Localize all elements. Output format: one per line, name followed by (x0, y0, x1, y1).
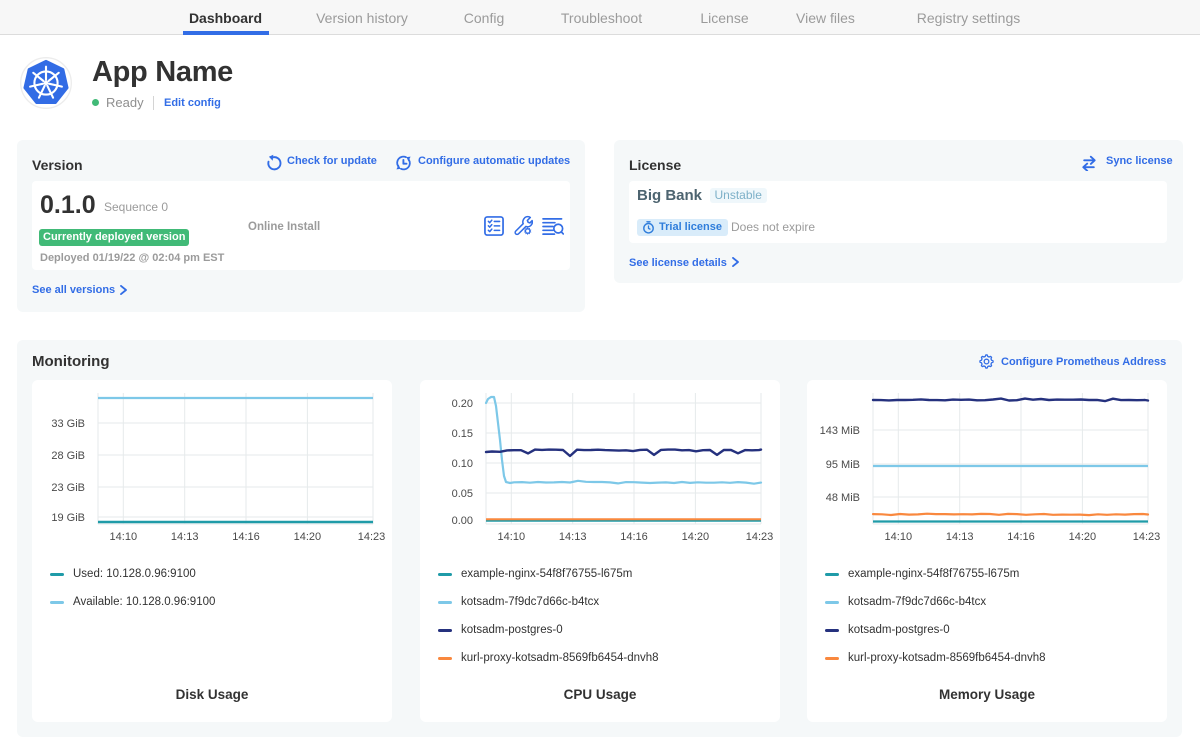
svg-text:0.00: 0.00 (452, 515, 473, 527)
svg-text:33 GiB: 33 GiB (51, 418, 85, 430)
svg-text:23 GiB: 23 GiB (51, 482, 85, 494)
svg-text:14:10: 14:10 (498, 531, 526, 543)
svg-text:14:16: 14:16 (232, 531, 260, 543)
svg-text:14:20: 14:20 (682, 531, 710, 543)
svg-text:0.20: 0.20 (452, 398, 473, 410)
svg-text:14:20: 14:20 (1069, 531, 1097, 543)
svg-text:95 MiB: 95 MiB (826, 459, 860, 471)
svg-text:14:23: 14:23 (1133, 531, 1161, 543)
svg-text:14:10: 14:10 (885, 531, 913, 543)
svg-text:48 MiB: 48 MiB (826, 492, 860, 504)
svg-text:0.10: 0.10 (452, 458, 473, 470)
svg-text:28 GiB: 28 GiB (51, 450, 85, 462)
svg-text:14:13: 14:13 (946, 531, 974, 543)
svg-text:14:23: 14:23 (746, 531, 774, 543)
svg-text:0.15: 0.15 (452, 428, 473, 440)
svg-text:14:16: 14:16 (620, 531, 648, 543)
svg-text:14:13: 14:13 (559, 531, 587, 543)
svg-text:19 GiB: 19 GiB (51, 512, 85, 524)
svg-text:14:23: 14:23 (358, 531, 386, 543)
svg-text:14:20: 14:20 (294, 531, 322, 543)
svg-text:143 MiB: 143 MiB (820, 425, 860, 437)
svg-text:14:16: 14:16 (1007, 531, 1035, 543)
svg-text:0.05: 0.05 (452, 488, 473, 500)
svg-text:14:13: 14:13 (171, 531, 199, 543)
svg-text:14:10: 14:10 (110, 531, 138, 543)
